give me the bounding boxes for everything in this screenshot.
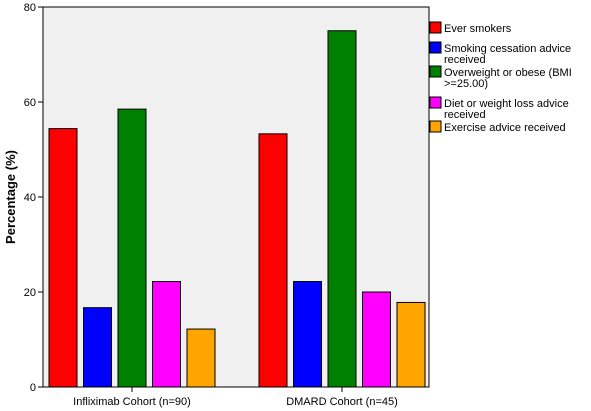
- y-tick-label: 60: [24, 97, 36, 109]
- legend-label: Exercise advice received: [444, 122, 566, 134]
- legend-swatch: [429, 21, 442, 34]
- bar: [293, 281, 322, 388]
- bar: [83, 307, 112, 388]
- legend-label: Smoking cessation advice: [444, 43, 571, 55]
- legend-label: received: [444, 54, 486, 66]
- legend-label: Diet or weight loss advice: [444, 98, 569, 110]
- y-tick-label: 20: [24, 287, 36, 299]
- bar: [48, 128, 78, 388]
- legend-label: Ever smokers: [444, 23, 512, 35]
- y-axis: 0 20 40 60 80: [24, 2, 43, 394]
- bar: [152, 281, 181, 388]
- legend-label: >=25.00): [444, 78, 488, 90]
- y-tick-label: 40: [24, 192, 36, 204]
- y-axis-title: Percentage (%): [3, 150, 18, 244]
- x-tick-label: Infliximab Cohort (n=90): [73, 396, 191, 408]
- bar: [117, 108, 147, 388]
- legend-swatch: [429, 96, 442, 109]
- bar: [396, 301, 426, 388]
- legend-swatch: [429, 120, 442, 133]
- y-tick-label: 80: [24, 2, 36, 14]
- y-tick-label: 0: [30, 382, 36, 394]
- legend-label: received: [444, 109, 486, 121]
- legend-label: Overweight or obese (BMI: [444, 67, 572, 79]
- bar: [362, 291, 391, 388]
- x-tick-label: DMARD Cohort (n=45): [286, 396, 398, 408]
- bar: [258, 133, 288, 388]
- legend-swatch: [429, 41, 442, 54]
- bar: [186, 328, 216, 388]
- x-axis: Infliximab Cohort (n=90) DMARD Cohort (n=…: [73, 387, 398, 408]
- legend-swatch: [429, 65, 442, 78]
- bar: [327, 30, 357, 388]
